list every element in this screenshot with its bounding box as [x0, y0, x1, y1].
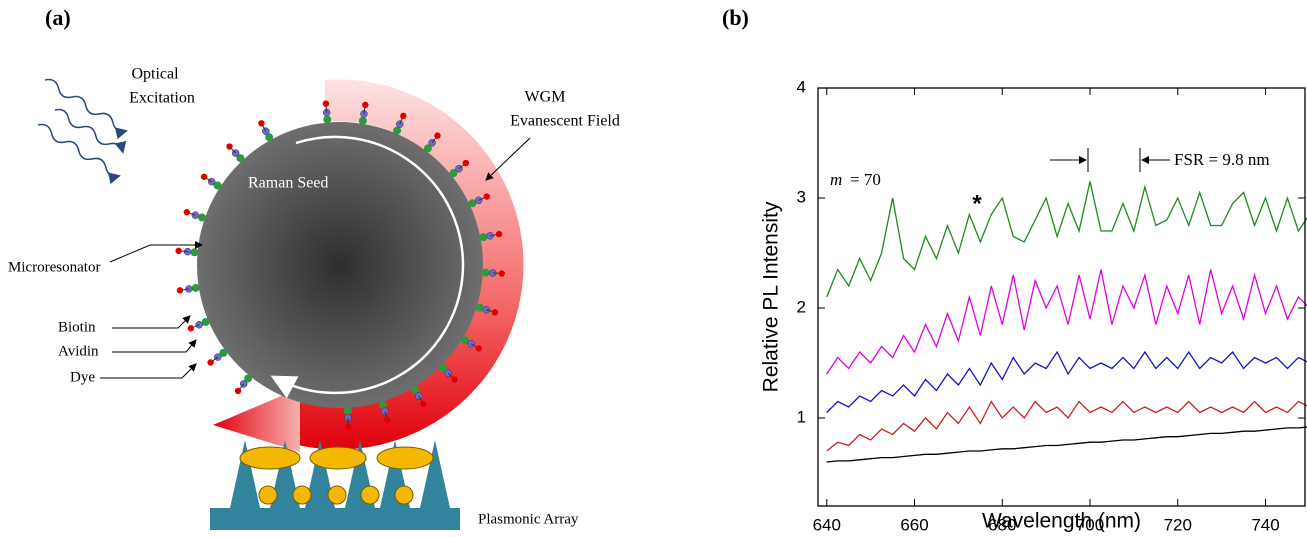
avidin: [358, 116, 367, 125]
raman-arrow: [270, 135, 465, 399]
x-axis-label: Wavelength (nm): [982, 510, 1141, 533]
x-tick-label: 640: [813, 515, 841, 534]
label: Avidin: [58, 343, 99, 359]
avidin: [393, 126, 402, 135]
avidin: [323, 115, 332, 124]
y-tick-label: 3: [797, 187, 806, 206]
pointer: [485, 137, 531, 181]
avidin: [475, 303, 484, 312]
avidin: [197, 213, 206, 222]
dye: [322, 100, 330, 107]
y-tick-label: 1: [797, 407, 806, 426]
avidin: [411, 386, 420, 395]
excitation-wave: [44, 78, 128, 140]
avidin: [439, 364, 448, 373]
pointer: [112, 315, 191, 329]
dye: [495, 230, 503, 238]
dye: [384, 416, 391, 424]
dye: [498, 270, 505, 277]
pointer: [109, 241, 203, 263]
label: Plasmonic Array: [478, 511, 579, 527]
dye: [207, 359, 214, 366]
avidin: [481, 268, 490, 277]
plot-frame: [817, 87, 1306, 507]
label: Dye: [70, 369, 95, 385]
label: Evanescent Field: [510, 113, 620, 130]
dye: [400, 112, 407, 120]
avidin: [244, 374, 253, 383]
avidin: [190, 248, 199, 257]
spectrum-line: [826, 181, 1307, 298]
dye: [362, 101, 369, 109]
x-tick-label: 720: [1164, 515, 1192, 534]
y-tick-label: 4: [797, 77, 806, 96]
spectrum-line: [826, 426, 1307, 463]
annotation: = 70: [850, 170, 881, 189]
wgm-field: [277, 79, 524, 450]
dye: [491, 309, 499, 316]
label: Excitation: [129, 90, 195, 107]
dye: [234, 387, 242, 395]
dye: [345, 423, 352, 430]
microresonator-sphere: [197, 122, 483, 408]
pointer: [112, 339, 197, 353]
spectrum-line: [826, 400, 1307, 452]
y-tick-label: 2: [797, 297, 806, 316]
y-axis-label: Relative PL Intensity: [760, 201, 783, 392]
x-tick-label: 660: [900, 515, 928, 534]
pointer: [100, 363, 197, 379]
avidin: [378, 400, 387, 409]
chart: Wavelength (nm) Relative PL Intensity 64…: [760, 77, 1307, 534]
avidin: [423, 144, 432, 153]
dye: [462, 159, 470, 167]
dye: [175, 247, 182, 255]
plasmonic-array: [210, 440, 460, 530]
wgm-arrowhead: [213, 388, 300, 452]
label: WGM: [525, 89, 566, 106]
annotation: *: [972, 190, 982, 217]
dye: [483, 193, 491, 200]
avidin: [236, 154, 245, 163]
excitation-wave: [54, 108, 127, 154]
dye: [183, 209, 191, 216]
x-tick-label: 680: [988, 515, 1016, 534]
dye: [200, 173, 208, 180]
excitation-wave: [37, 123, 121, 185]
dye: [420, 400, 427, 408]
x-tick-label: 740: [1251, 515, 1279, 534]
panel-label: (a): [45, 5, 71, 30]
annotation: m: [830, 170, 842, 189]
dye: [434, 132, 441, 139]
dye: [187, 325, 195, 332]
label: Optical: [131, 66, 179, 83]
avidin: [468, 199, 477, 208]
avidin: [461, 336, 470, 345]
spectrum-line: [826, 269, 1307, 375]
avidin: [219, 348, 228, 357]
x-tick-label: 700: [1076, 515, 1104, 534]
dye: [176, 287, 184, 294]
dye: [258, 120, 265, 127]
diagram: Raman Seed Optical Excitation WGM Evanes…: [8, 66, 620, 530]
dye: [475, 345, 483, 352]
avidin: [479, 233, 488, 242]
annotation: FSR = 9.8 nm: [1174, 150, 1270, 169]
avidin: [191, 283, 200, 292]
avidin: [213, 181, 222, 190]
spectrum-line: [826, 350, 1307, 413]
label: Biotin: [58, 319, 96, 335]
avidin: [265, 133, 274, 142]
label: Microresonator: [8, 259, 100, 275]
avidin: [449, 169, 458, 178]
panel-label: (b): [722, 5, 749, 30]
avidin: [201, 318, 210, 327]
avidin: [343, 406, 352, 415]
label: Raman Seed: [248, 175, 328, 192]
dye: [451, 376, 458, 383]
molecules: [175, 100, 505, 430]
dye: [226, 143, 233, 150]
